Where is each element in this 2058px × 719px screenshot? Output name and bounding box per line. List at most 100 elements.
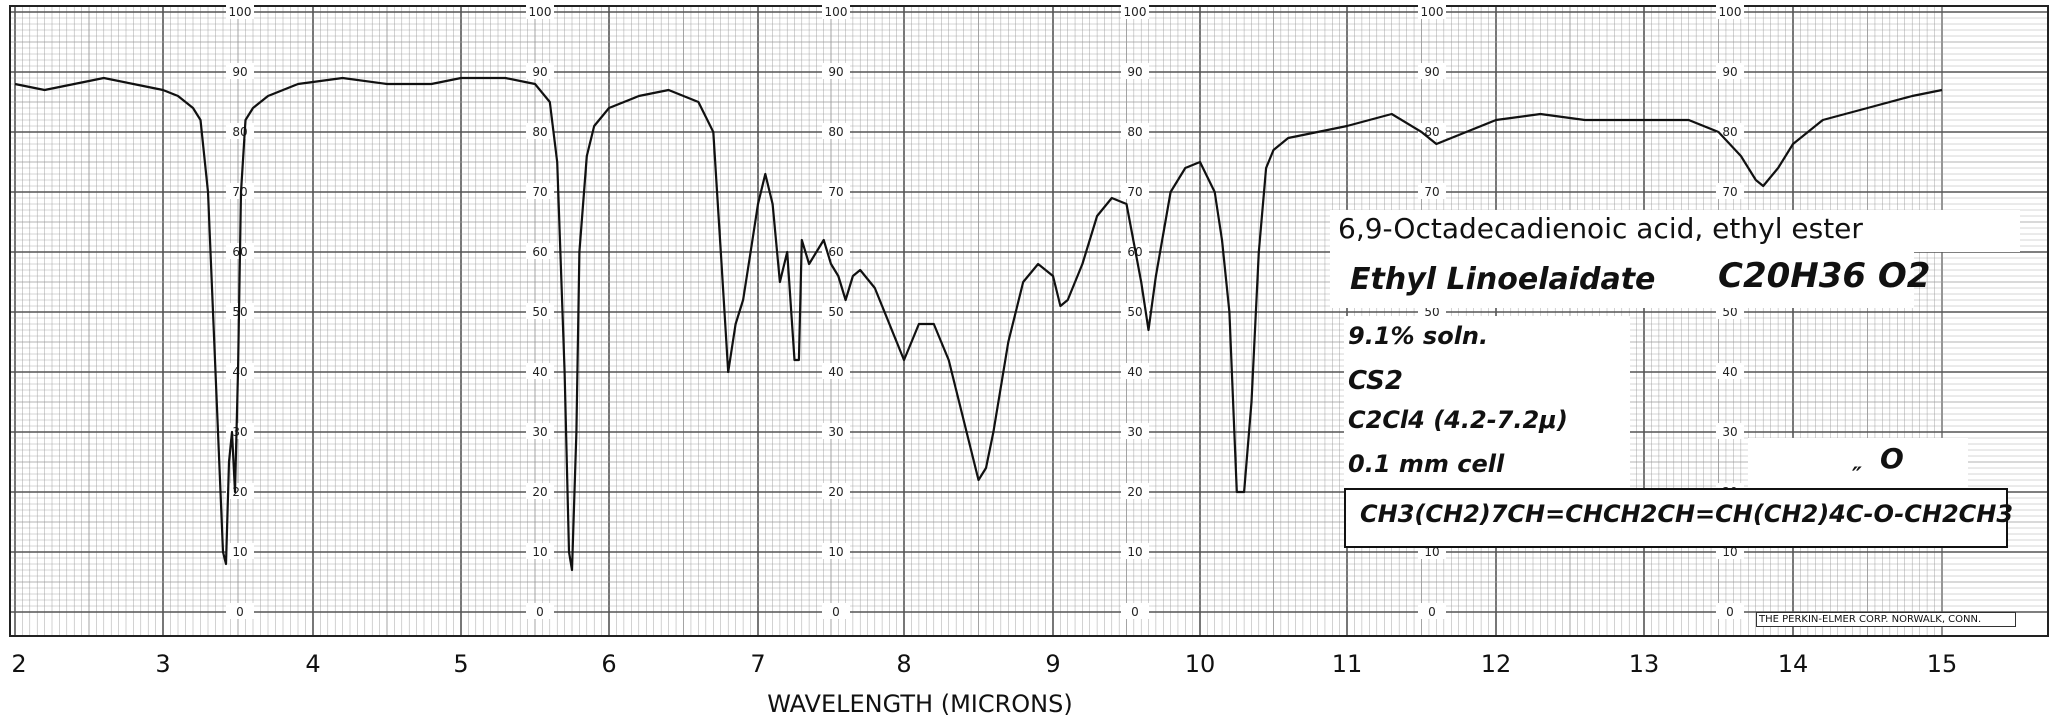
x-tick-label: 5: [453, 650, 468, 678]
y-tick-label-bg: [1716, 123, 1744, 139]
y-tick-label: 50: [532, 305, 547, 319]
common-name: Ethyl Linoelaidate: [1350, 262, 1656, 297]
y-tick-label: 100: [529, 5, 552, 19]
y-tick-label-bg: [226, 123, 254, 139]
y-tick-label: 80: [1424, 125, 1439, 139]
y-tick-label: 30: [232, 425, 247, 439]
y-tick-label: 0: [536, 605, 544, 619]
y-tick-label: 100: [1719, 5, 1742, 19]
y-tick-label-bg: [822, 123, 850, 139]
y-tick-label-bg: [1716, 363, 1744, 379]
y-tick-label-bg: [526, 543, 554, 559]
y-tick-label: 0: [832, 605, 840, 619]
y-tick-label: 0: [236, 605, 244, 619]
x-tick-label: 7: [750, 650, 765, 678]
y-tick-label-bg: [1121, 3, 1149, 19]
y-tick-label-bg: [526, 483, 554, 499]
x-tick-label: 14: [1778, 650, 1809, 678]
y-tick-label: 100: [825, 5, 848, 19]
y-tick-label-bg: [1418, 63, 1446, 79]
y-tick-label-bg: [822, 3, 850, 19]
x-tick-label: 2: [11, 650, 26, 678]
y-tick-label: 10: [1424, 545, 1439, 559]
carbonyl-box: O ″: [1748, 438, 1968, 489]
y-tick-label: 0: [1726, 605, 1734, 619]
y-tick-label: 40: [532, 365, 547, 379]
carbonyl-double-bond: ″: [1852, 464, 1862, 489]
y-tick-label: 60: [828, 245, 843, 259]
y-tick-label: 60: [532, 245, 547, 259]
conditions-box: 9.1% soln. CS2 C2Cl4 (4.2-7.2μ) 0.1 mm c…: [1344, 316, 1630, 494]
x-tick-label: 8: [896, 650, 911, 678]
y-tick-label: 70: [1722, 185, 1737, 199]
carbonyl-oxygen: O: [1880, 442, 1904, 475]
compound-name-box: 6,9-Octadecadienoic acid, ethyl ester: [1330, 210, 2020, 252]
y-tick-label-bg: [822, 543, 850, 559]
y-tick-label-bg: [1716, 423, 1744, 439]
y-tick-label: 80: [1722, 125, 1737, 139]
y-tick-label-bg: [1121, 183, 1149, 199]
y-tick-label-bg: [526, 363, 554, 379]
y-tick-label-bg: [226, 543, 254, 559]
y-tick-label: 0: [1428, 605, 1436, 619]
y-tick-label-bg: [526, 3, 554, 19]
y-tick-label-bg: [822, 63, 850, 79]
y-tick-label: 90: [1424, 65, 1439, 79]
y-tick-label: 0: [1131, 605, 1139, 619]
x-tick-label: 3: [155, 650, 170, 678]
y-tick-label: 40: [1127, 365, 1142, 379]
y-tick-label-bg: [1121, 603, 1149, 619]
maker-stamp: THE PERKIN-ELMER CORP. NORWALK, CONN.: [1756, 612, 2016, 627]
y-tick-label: 50: [1722, 305, 1737, 319]
y-tick-label-bg: [822, 603, 850, 619]
y-tick-label: 40: [232, 365, 247, 379]
x-tick-label: 12: [1481, 650, 1512, 678]
y-tick-label-bg: [226, 63, 254, 79]
y-tick-label: 10: [1722, 545, 1737, 559]
y-tick-label: 90: [1722, 65, 1737, 79]
y-tick-label-bg: [226, 483, 254, 499]
y-tick-labels: 0102030405060708090100010203040506070809…: [226, 3, 1744, 619]
y-tick-label-bg: [822, 483, 850, 499]
y-tick-label: 10: [1127, 545, 1142, 559]
cell-path-length: 0.1 mm cell: [1348, 450, 1505, 478]
y-tick-label: 90: [532, 65, 547, 79]
y-tick-label: 100: [1124, 5, 1147, 19]
x-tick-label: 6: [601, 650, 616, 678]
y-tick-label-bg: [526, 123, 554, 139]
structural-formula: CH3(CH2)7CH=CHCH2CH=CH(CH2)4C-O-CH2CH3: [1360, 500, 2014, 528]
y-tick-label: 70: [1424, 185, 1439, 199]
compound-name: 6,9-Octadecadienoic acid, ethyl ester: [1338, 212, 1863, 245]
y-tick-label: 40: [1722, 365, 1737, 379]
y-tick-label-bg: [822, 423, 850, 439]
y-tick-label-bg: [1121, 63, 1149, 79]
y-tick-label: 10: [828, 545, 843, 559]
y-tick-label-bg: [526, 183, 554, 199]
y-tick-label: 80: [532, 125, 547, 139]
y-tick-label-bg: [1418, 183, 1446, 199]
x-tick-label: 9: [1045, 650, 1060, 678]
x-tick-label: 4: [305, 650, 320, 678]
y-tick-label: 30: [532, 425, 547, 439]
y-tick-label: 70: [1127, 185, 1142, 199]
y-tick-label-bg: [526, 303, 554, 319]
y-tick-label: 100: [1421, 5, 1444, 19]
y-tick-label-bg: [1121, 303, 1149, 319]
solvent-cs2: CS2: [1348, 366, 1403, 396]
y-tick-label: 20: [828, 485, 843, 499]
y-tick-label-bg: [526, 63, 554, 79]
y-tick-label-bg: [822, 363, 850, 379]
y-tick-label: 30: [1127, 425, 1142, 439]
y-tick-label: 20: [1127, 485, 1142, 499]
y-tick-label: 20: [532, 485, 547, 499]
y-tick-label: 40: [828, 365, 843, 379]
x-axis-title: WAVELENGTH (MICRONS): [767, 690, 1072, 718]
y-tick-label: 80: [828, 125, 843, 139]
y-tick-label-bg: [226, 3, 254, 19]
y-tick-label: 80: [1127, 125, 1142, 139]
y-tick-label: 50: [1127, 305, 1142, 319]
y-tick-label-bg: [1716, 63, 1744, 79]
x-tick-label: 11: [1332, 650, 1363, 678]
y-tick-label: 50: [1424, 305, 1439, 319]
y-tick-label-bg: [1121, 543, 1149, 559]
